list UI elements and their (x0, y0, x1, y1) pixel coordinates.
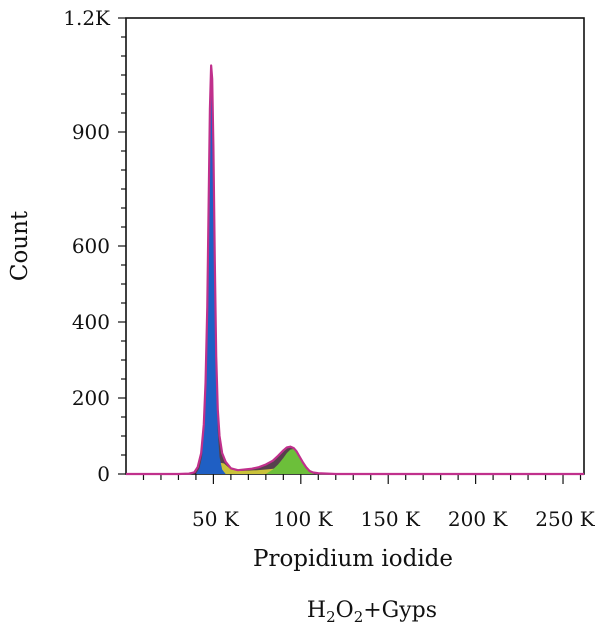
x-tick-label: 200 K (448, 507, 509, 531)
caption-sub-1: 2 (326, 608, 336, 626)
histogram-outline (126, 64, 584, 476)
caption-o: O (336, 598, 354, 623)
x-tick-label: 100 K (273, 507, 334, 531)
y-tick-label: 200 (72, 386, 110, 410)
caption-sub-2: 2 (354, 608, 364, 626)
y-tick-label: 600 (72, 234, 110, 258)
g2-peak-fill (265, 448, 315, 474)
tick-labels: 0 200 400 600 900 1.2K 50 K 100 K 150 K 200 K 250 … (63, 6, 596, 531)
x-tick-label: 150 K (360, 507, 421, 531)
total-population-fill (126, 65, 584, 474)
g1-peak-fill (195, 75, 226, 474)
caption-h: H (307, 598, 326, 623)
sample-caption: H2O2+Gyps (307, 598, 437, 626)
y-tick-label: 0 (97, 462, 110, 486)
y-tick-label: 1.2K (63, 6, 111, 30)
y-axis-title: Count (7, 210, 33, 281)
axes (118, 17, 585, 484)
y-tick-label: 400 (72, 310, 110, 334)
y-tick-label: 900 (72, 120, 110, 144)
x-axis-title: Propidium iodide (253, 546, 453, 572)
x-tick-label: 50 K (192, 507, 240, 531)
caption-rest: +Gyps (363, 598, 437, 623)
plot-frame (125, 17, 585, 475)
x-tick-label: 250 K (535, 507, 596, 531)
total-histogram-line (126, 64, 584, 476)
population-fills (126, 65, 584, 474)
